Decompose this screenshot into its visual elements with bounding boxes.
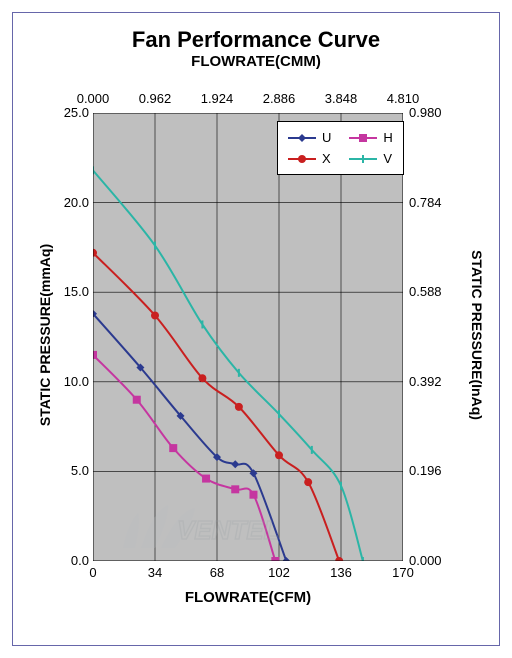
plot-area <box>93 113 403 561</box>
xtop-tick: 2.886 <box>259 91 299 106</box>
xtop-tick: 1.924 <box>197 91 237 106</box>
plot-background <box>93 113 403 561</box>
legend-swatch-icon <box>288 132 316 144</box>
marker-square <box>359 134 367 142</box>
marker-square <box>271 557 279 561</box>
yleft-tick: 15.0 <box>49 284 89 299</box>
x-bottom-axis-label: FLOWRATE(CFM) <box>93 589 403 606</box>
legend: U H X V <box>277 121 404 175</box>
yright-tick: 0.196 <box>409 463 459 478</box>
figure-border: Fan Performance Curve FLOWRATE(CMM) 0.00… <box>12 12 500 646</box>
yleft-tick: 25.0 <box>49 105 89 120</box>
marker-circle <box>235 403 243 411</box>
legend-swatch-icon <box>349 153 377 165</box>
yright-tick: 0.784 <box>409 195 459 210</box>
xbot-tick: 34 <box>135 565 175 580</box>
legend-label: U <box>322 130 331 145</box>
yright-tick: 0.980 <box>409 105 459 120</box>
x-bottom-ticks: 03468102136170 <box>93 565 403 583</box>
marker-square <box>93 351 97 359</box>
figure-container: Fan Performance Curve FLOWRATE(CMM) 0.00… <box>0 0 512 658</box>
marker-square <box>169 444 177 452</box>
legend-swatch-icon <box>349 132 377 144</box>
marker-square <box>202 475 210 483</box>
xtop-tick: 4.810 <box>383 91 423 106</box>
marker-square <box>249 491 257 499</box>
xbot-tick: 0 <box>73 565 113 580</box>
marker-circle <box>198 374 206 382</box>
xtop-tick: 3.848 <box>321 91 361 106</box>
xbot-tick: 136 <box>321 565 361 580</box>
xbot-tick: 170 <box>383 565 423 580</box>
marker-circle <box>298 155 306 163</box>
y-left-axis-label: STATIC PRESSURE(mmAq) <box>37 235 53 435</box>
marker-diamond <box>298 134 306 142</box>
xtop-tick: 0.962 <box>135 91 175 106</box>
marker-circle <box>304 478 312 486</box>
xbot-tick: 68 <box>197 565 237 580</box>
legend-label: V <box>383 151 392 166</box>
yleft-tick: 10.0 <box>49 374 89 389</box>
legend-item-U: U <box>288 130 331 145</box>
chart-subtitle: FLOWRATE(CMM) <box>13 53 499 70</box>
legend-item-X: X <box>288 151 331 166</box>
yright-tick: 0.588 <box>409 284 459 299</box>
y-left-ticks: 0.05.010.015.020.025.0 <box>49 113 89 561</box>
marker-square <box>133 396 141 404</box>
plot-svg <box>93 113 403 561</box>
legend-label: H <box>383 130 392 145</box>
yright-tick: 0.392 <box>409 374 459 389</box>
marker-circle <box>275 451 283 459</box>
y-right-axis-label: STATIC PRESSURE(InAq) <box>469 235 485 435</box>
yleft-tick: 5.0 <box>49 463 89 478</box>
xtop-tick: 0.000 <box>73 91 113 106</box>
yleft-tick: 20.0 <box>49 195 89 210</box>
legend-item-H: H <box>349 130 392 145</box>
x-top-ticks: 0.0000.9621.9242.8863.8484.810 <box>93 91 403 109</box>
legend-item-V: V <box>349 151 392 166</box>
legend-label: X <box>322 151 331 166</box>
y-right-ticks: 0.0000.1960.3920.5880.7840.980 <box>409 113 459 561</box>
marker-square <box>231 485 239 493</box>
marker-circle <box>151 311 159 319</box>
chart-title: Fan Performance Curve <box>13 13 499 53</box>
legend-swatch-icon <box>288 153 316 165</box>
xbot-tick: 102 <box>259 565 299 580</box>
